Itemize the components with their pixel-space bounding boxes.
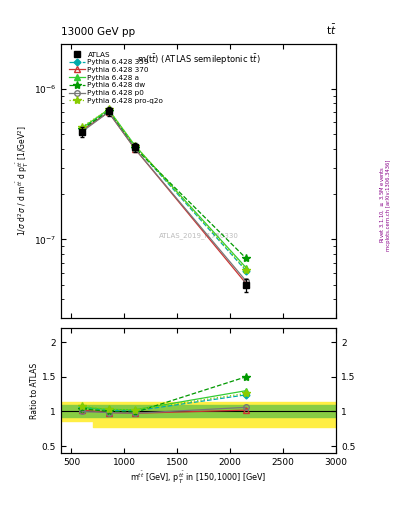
Pythia 6.428 a <box>244 265 248 271</box>
Pythia 6.428 359 <box>80 125 84 131</box>
Pythia 6.428 a <box>106 106 111 113</box>
Text: mcplots.cern.ch [arXiv:1306.3436]: mcplots.cern.ch [arXiv:1306.3436] <box>386 159 391 250</box>
Pythia 6.428 370 <box>80 127 84 134</box>
Pythia 6.428 370 <box>244 281 248 287</box>
Pythia 6.428 a <box>80 125 84 131</box>
Line: Pythia 6.428 dw: Pythia 6.428 dw <box>78 107 250 263</box>
Pythia 6.428 359 <box>132 143 137 150</box>
Text: Rivet 3.1.10, $\geq$ 3.5M events: Rivet 3.1.10, $\geq$ 3.5M events <box>378 166 386 243</box>
Line: Pythia 6.428 370: Pythia 6.428 370 <box>79 109 250 287</box>
Pythia 6.428 pro-q2o <box>106 106 111 113</box>
Text: ATLAS_2019_I1750330: ATLAS_2019_I1750330 <box>158 232 239 239</box>
Text: m(t$\bar{t}$) (ATLAS semileptonic t$\bar{t}$): m(t$\bar{t}$) (ATLAS semileptonic t$\bar… <box>137 52 260 67</box>
Pythia 6.428 370 <box>132 146 137 152</box>
Text: t$\bar{t}$: t$\bar{t}$ <box>325 23 336 37</box>
Y-axis label: Ratio to ATLAS: Ratio to ATLAS <box>30 362 39 419</box>
Pythia 6.428 359 <box>106 108 111 114</box>
Pythia 6.428 p0 <box>80 129 84 135</box>
Line: Pythia 6.428 p0: Pythia 6.428 p0 <box>79 110 249 284</box>
Line: Pythia 6.428 359: Pythia 6.428 359 <box>80 108 248 273</box>
Pythia 6.428 a <box>132 142 137 148</box>
Pythia 6.428 p0 <box>106 109 111 115</box>
Line: Pythia 6.428 a: Pythia 6.428 a <box>79 106 250 271</box>
Pythia 6.428 pro-q2o <box>80 124 84 130</box>
Pythia 6.428 359 <box>244 268 248 274</box>
Pythia 6.428 dw <box>244 255 248 262</box>
Pythia 6.428 370 <box>106 109 111 115</box>
Pythia 6.428 p0 <box>132 146 137 152</box>
Bar <box>61 404 336 417</box>
Legend: ATLAS, Pythia 6.428 359, Pythia 6.428 370, Pythia 6.428 a, Pythia 6.428 dw, Pyth: ATLAS, Pythia 6.428 359, Pythia 6.428 37… <box>67 50 165 105</box>
Pythia 6.428 dw <box>80 126 84 132</box>
Pythia 6.428 pro-q2o <box>132 142 137 148</box>
Pythia 6.428 p0 <box>244 278 248 284</box>
Pythia 6.428 dw <box>132 145 137 151</box>
Y-axis label: 1/$\sigma$ d$^2\sigma$ / d m$^{t\bar{t}}$ d p$_T^{t\bar{t}}$ [1/GeV$^2$]: 1/$\sigma$ d$^2\sigma$ / d m$^{t\bar{t}}… <box>15 125 31 236</box>
Pythia 6.428 pro-q2o <box>244 267 248 273</box>
Line: Pythia 6.428 pro-q2o: Pythia 6.428 pro-q2o <box>78 105 250 274</box>
Text: 13000 GeV pp: 13000 GeV pp <box>61 27 135 37</box>
Pythia 6.428 dw <box>106 108 111 114</box>
X-axis label: m$^{t\bar{t}}$ [GeV], p$_T^{t\bar{t}}$ in [150,1000] [GeV]: m$^{t\bar{t}}$ [GeV], p$_T^{t\bar{t}}$ i… <box>130 470 266 486</box>
